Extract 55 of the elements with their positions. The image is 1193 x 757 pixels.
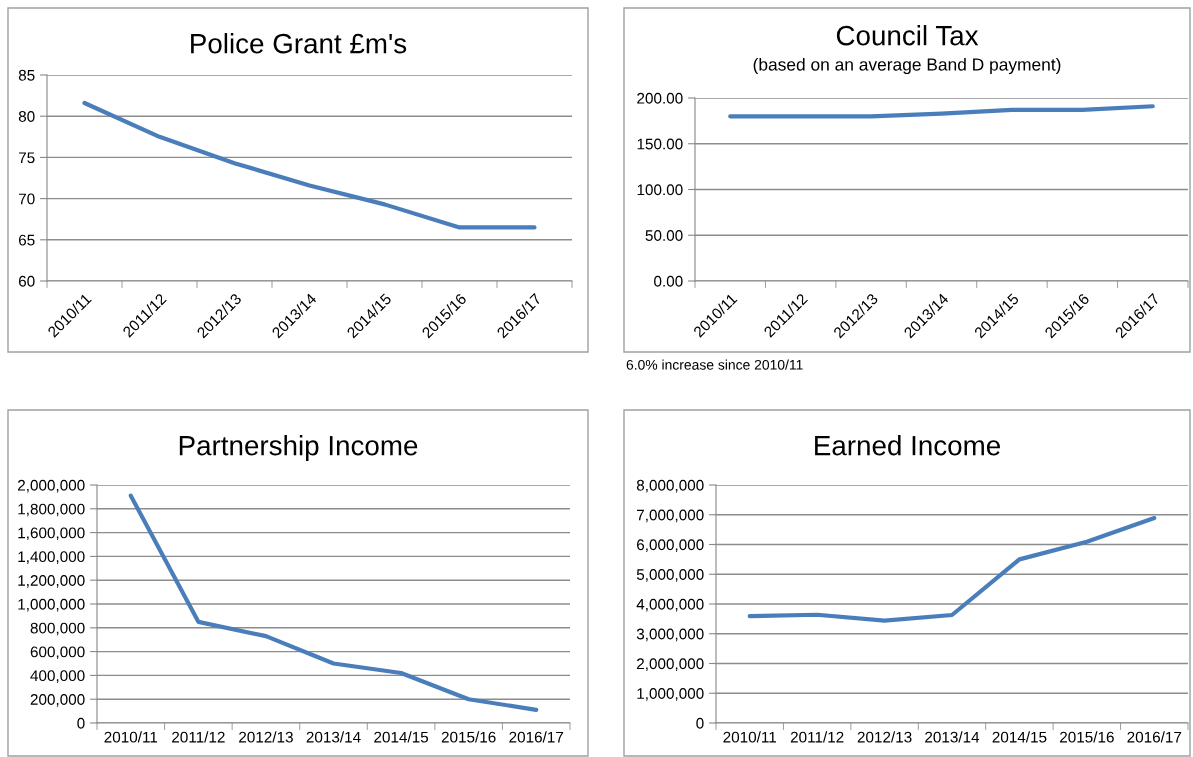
x-tick-label: 2011/12 [790, 731, 844, 743]
chart-title: Partnership Income [179, 435, 418, 461]
x-tick-label: 2013/14 [306, 731, 361, 743]
y-tick-label: 4,000,000 [636, 598, 704, 612]
y-tick-label: 80 [18, 111, 35, 122]
y-tick-label: 2,000,000 [637, 658, 704, 671]
x-tick-label: 2016/17 [1127, 731, 1182, 743]
y-tick-label: 85 [18, 69, 35, 81]
y-tick-label: 0 [77, 717, 85, 729]
x-tick-label: 2010/11 [104, 731, 158, 743]
y-tick-label: 0.00 [654, 275, 683, 287]
chart-title: Earned Income [815, 435, 1000, 456]
y-tick-label: 1,200,000 [18, 575, 85, 588]
y-tick-label: 0 [696, 717, 704, 729]
y-tick-label: 70 [18, 193, 35, 205]
y-tick-label: 150.00 [637, 138, 683, 150]
text: 6.0% increase since 2010/11 [626, 359, 803, 370]
y-tick-label: 800,000 [30, 622, 85, 636]
y-tick-label: 6,000,000 [637, 539, 704, 552]
x-tick-label: 2015/16 [1060, 731, 1114, 743]
y-tick-label: 400,000 [30, 670, 85, 683]
chart-title: Council Tax [836, 25, 979, 46]
x-tick-label: 2012/13 [239, 731, 293, 743]
x-tick-label: 2016/17 [509, 731, 564, 743]
x-tick-label: 2014/15 [374, 731, 429, 743]
y-tick-label: 1,600,000 [18, 527, 85, 541]
x-tick-label: 2012/13 [857, 731, 912, 743]
y-tick-label: 5,000,000 [636, 569, 704, 582]
x-tick-label: 2013/14 [925, 731, 980, 743]
y-tick-label: 8,000,000 [636, 479, 704, 493]
y-tick-label: 1,000,000 [18, 598, 85, 612]
line-series [128, 493, 539, 712]
x-tick-label: 2010/11 [723, 731, 777, 743]
y-tick-label: 600,000 [30, 646, 85, 660]
line-series [82, 100, 537, 230]
y-tick-label: 75 [18, 152, 35, 164]
y-tick-label: 7,000,000 [637, 509, 704, 523]
y-tick-label: 65 [18, 234, 35, 246]
line-series [747, 515, 1157, 623]
y-tick-label: 1,800,000 [18, 503, 85, 517]
y-tick-label: 3,000,000 [636, 628, 704, 642]
x-tick-label: 2015/16 [441, 731, 496, 743]
y-tick-label: 1,000,000 [637, 688, 704, 701]
y-tick-label: 2,000,000 [18, 479, 85, 493]
y-tick-label: 60 [18, 275, 35, 287]
line-series [728, 104, 1155, 119]
chart-title: Police Grant £m's [191, 33, 407, 54]
y-tick-label: 50.00 [645, 230, 683, 241]
y-tick-label: 1,400,000 [18, 551, 85, 564]
y-tick-label: 200,000 [30, 694, 85, 707]
chart-subtitle: (based on an average Band D payment) [753, 57, 1061, 75]
x-tick-label: 2011/12 [172, 731, 225, 743]
x-tick-label: 2014/15 [992, 731, 1047, 743]
y-tick-label: 100.00 [637, 184, 683, 196]
y-tick-label: 200.00 [637, 92, 683, 104]
